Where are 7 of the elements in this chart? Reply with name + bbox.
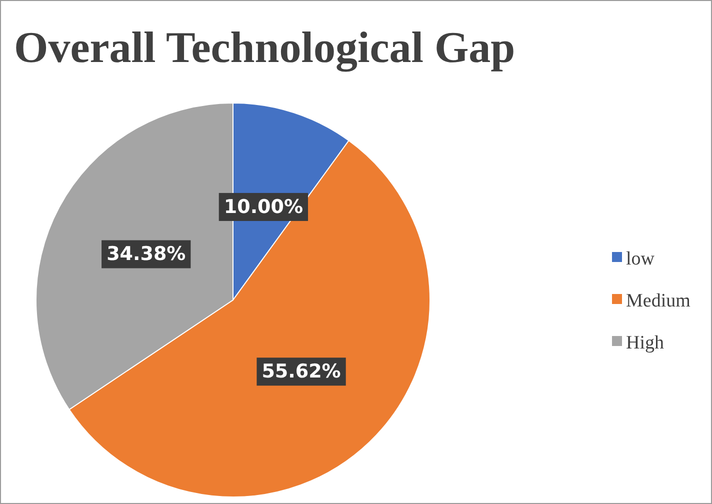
- data-label: 10.00%: [224, 196, 304, 218]
- legend-label: low: [626, 248, 655, 270]
- legend-label: Medium: [626, 290, 691, 312]
- data-label: 55.62%: [262, 360, 341, 383]
- chart-title: Overall Technological Gap: [14, 23, 516, 72]
- legend-label: High: [626, 332, 664, 354]
- data-label: 34.38%: [106, 243, 186, 266]
